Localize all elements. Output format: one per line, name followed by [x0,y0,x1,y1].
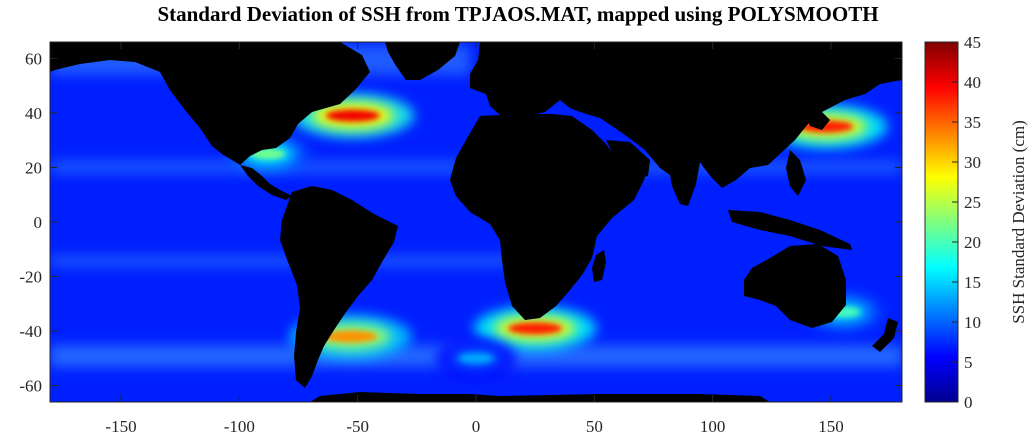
y-tick-label: 0 [34,213,43,232]
land-maritime-continent [728,210,852,250]
land-masses [50,42,902,402]
land-arabia [606,140,650,180]
hotspot-antarctic-circumpolar-current [436,338,516,379]
colorbar-tick-label: 15 [964,273,981,292]
land-eurasia [470,42,902,188]
land-central-america [240,165,292,200]
land-south-america [280,186,398,388]
x-tick-label: 100 [700,417,726,436]
y-tick-label: 20 [25,158,42,177]
land-africa [450,114,645,320]
y-tick-label: -40 [19,322,42,341]
colorbar-tick-label: 25 [964,193,981,212]
colorbar-tick-label: 30 [964,153,981,172]
colorbar-tick-label: 10 [964,313,981,332]
colorbar-tick-label: 5 [964,353,973,372]
y-tick-label: 60 [25,49,42,68]
y-tick-label: -20 [19,268,42,287]
chart-title: Standard Deviation of SSH from TPJAOS.MA… [157,2,879,26]
land-antarctica [310,392,770,402]
land-madagascar [592,250,606,282]
y-tick-label: -60 [19,377,42,396]
land-india [668,162,700,206]
land-greenland [385,42,460,80]
x-tick-label: -50 [346,417,369,436]
colorbar-tick-label: 20 [964,233,981,252]
x-axis: -150 -100 -50 0 50 100 150 [105,42,844,436]
x-tick-label: -100 [224,417,255,436]
land-new-zealand [872,318,898,352]
hotspot-agulhas-return-current [473,306,597,351]
colorbar-tick-label: 45 [964,33,981,52]
x-tick-label: 50 [586,417,603,436]
colorbar-ticks: 0 5 10 15 20 25 30 35 40 45 [952,33,981,412]
y-tick-label: 40 [25,104,42,123]
colorbar-tick-label: 40 [964,73,981,92]
colorbar [924,41,959,403]
colorbar-label: SSH Standard Deviation (cm) [1009,120,1028,324]
y-axis: 60 40 20 0 -20 -40 -60 [19,49,902,396]
land-north-america [50,42,370,165]
x-tick-label: 0 [472,417,481,436]
land-philippines-japan [786,110,830,196]
land-australia [744,244,846,328]
colorbar-tick-label: 35 [964,113,981,132]
x-tick-label: 150 [818,417,844,436]
x-tick-label: -150 [105,417,136,436]
colorbar-tick-label: 0 [964,393,973,412]
